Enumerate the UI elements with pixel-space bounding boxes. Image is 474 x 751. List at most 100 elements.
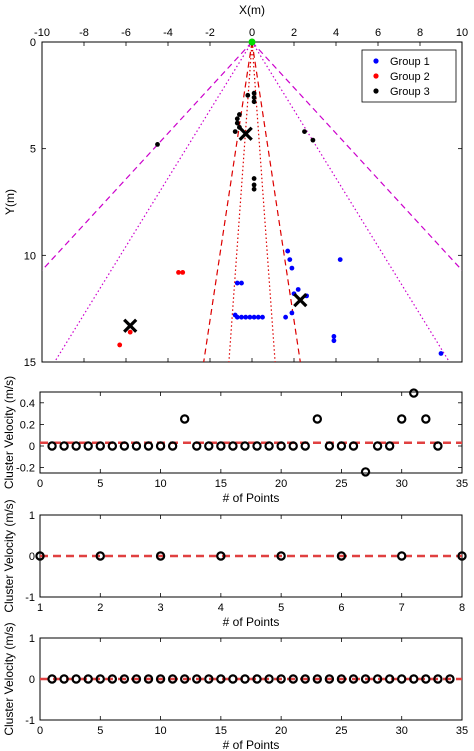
x-tick-label: 7 — [399, 602, 405, 614]
x-axis-label: # of Points — [223, 491, 280, 505]
y-tick-label: -1 — [25, 715, 35, 727]
x-tick-label: 2 — [97, 602, 103, 614]
boundary-line-1 — [251, 42, 462, 271]
velocity-point — [155, 674, 166, 684]
legend-marker — [373, 58, 379, 64]
point-group-1 — [331, 338, 337, 344]
legend-marker — [373, 88, 379, 94]
point-group-1 — [289, 265, 295, 271]
point-group-1 — [337, 257, 343, 262]
x-tick-label: 10 — [456, 27, 468, 39]
velocity-point — [409, 388, 419, 398]
point-group-2 — [117, 342, 123, 348]
x-tick-label: 0 — [37, 725, 43, 737]
x-tick-label: 30 — [396, 725, 408, 737]
velocity-point — [119, 674, 130, 684]
x-tick-label: 25 — [335, 478, 347, 490]
point-group-1 — [239, 314, 244, 320]
velocity-point — [71, 441, 81, 451]
origin-marker — [248, 38, 256, 46]
y-tick-label: -0.2 — [16, 463, 35, 475]
point-group-3 — [251, 99, 257, 105]
point-group-1 — [234, 314, 240, 320]
x-tick-label: 20 — [275, 478, 287, 490]
centroid-marker — [123, 318, 138, 333]
point-group-1 — [289, 310, 295, 316]
point-group-3 — [232, 129, 238, 135]
x-tick-label: 4 — [333, 27, 339, 39]
velocity-point — [167, 674, 178, 684]
velocity-point — [119, 441, 130, 451]
velocity-point — [35, 551, 45, 561]
x-tick-label: 10 — [154, 725, 166, 737]
point-group-1 — [285, 248, 291, 254]
y-tick-label: -1 — [25, 592, 35, 604]
x-tick-label: -8 — [79, 27, 89, 39]
velocity-point — [372, 441, 383, 451]
velocity-point — [216, 674, 226, 684]
velocity-point — [433, 674, 443, 684]
velocity-point — [192, 674, 202, 684]
x-tick-label: -2 — [205, 27, 215, 39]
x-tick-label: 15 — [215, 478, 227, 490]
x-tick-label: 6 — [338, 602, 344, 614]
y-tick-label: 0 — [29, 674, 35, 686]
x-axis-label: # of Points — [223, 615, 280, 629]
velocity-point — [240, 441, 250, 451]
boundary-line-6 — [228, 42, 253, 362]
point-group-3 — [155, 142, 160, 147]
boundary-line-0 — [42, 42, 253, 271]
velocity-point — [264, 674, 274, 684]
velocity-point — [204, 441, 214, 451]
point-group-3 — [237, 112, 242, 117]
y-tick-label: 0.4 — [20, 398, 35, 410]
velocity-point — [228, 674, 238, 684]
x-tick-label: 15 — [215, 725, 227, 737]
point-group-3 — [251, 182, 257, 188]
velocity-point — [143, 674, 154, 684]
x-tick-label: 20 — [275, 725, 287, 737]
velocity-point — [324, 441, 335, 451]
velocity-point — [179, 414, 190, 424]
point-group-2 — [176, 270, 181, 275]
velocity-point — [228, 441, 238, 451]
y-tick-label: 0 — [30, 37, 36, 49]
point-group-2 — [127, 329, 133, 335]
point-group-1 — [260, 314, 265, 320]
velocity-point — [179, 674, 190, 684]
velocity-point — [216, 441, 226, 451]
boundary-line-7 — [251, 42, 276, 362]
velocity-point — [384, 441, 395, 451]
velocity-point — [421, 674, 431, 684]
velocity-point — [143, 441, 154, 451]
point-group-1 — [255, 314, 261, 320]
point-group-3 — [251, 186, 257, 192]
point-group-1 — [239, 280, 244, 286]
y-axis-label: Cluster Velocity (m/s) — [2, 499, 16, 612]
x-tick-label: 3 — [158, 602, 164, 614]
point-group-1 — [331, 334, 337, 339]
velocity-point — [276, 551, 286, 561]
velocity-point — [300, 441, 310, 451]
point-group-3 — [251, 95, 257, 100]
velocity-point — [336, 441, 347, 451]
velocity-point — [95, 551, 105, 561]
velocity-point — [409, 674, 419, 684]
velocity-point — [276, 674, 286, 684]
velocity-point — [216, 551, 226, 561]
point-group-3 — [310, 137, 316, 143]
point-group-3 — [251, 176, 257, 181]
velocity-point — [95, 441, 105, 451]
velocity-point — [167, 441, 178, 451]
point-group-1 — [234, 280, 240, 286]
point-group-1 — [287, 257, 293, 262]
velocity-point — [107, 441, 118, 451]
y-tick-label: 0 — [29, 441, 35, 453]
y-tick-label: 0.2 — [20, 419, 35, 431]
velocity-point — [312, 414, 323, 424]
velocity-point — [348, 674, 359, 684]
point-group-1 — [251, 314, 257, 320]
